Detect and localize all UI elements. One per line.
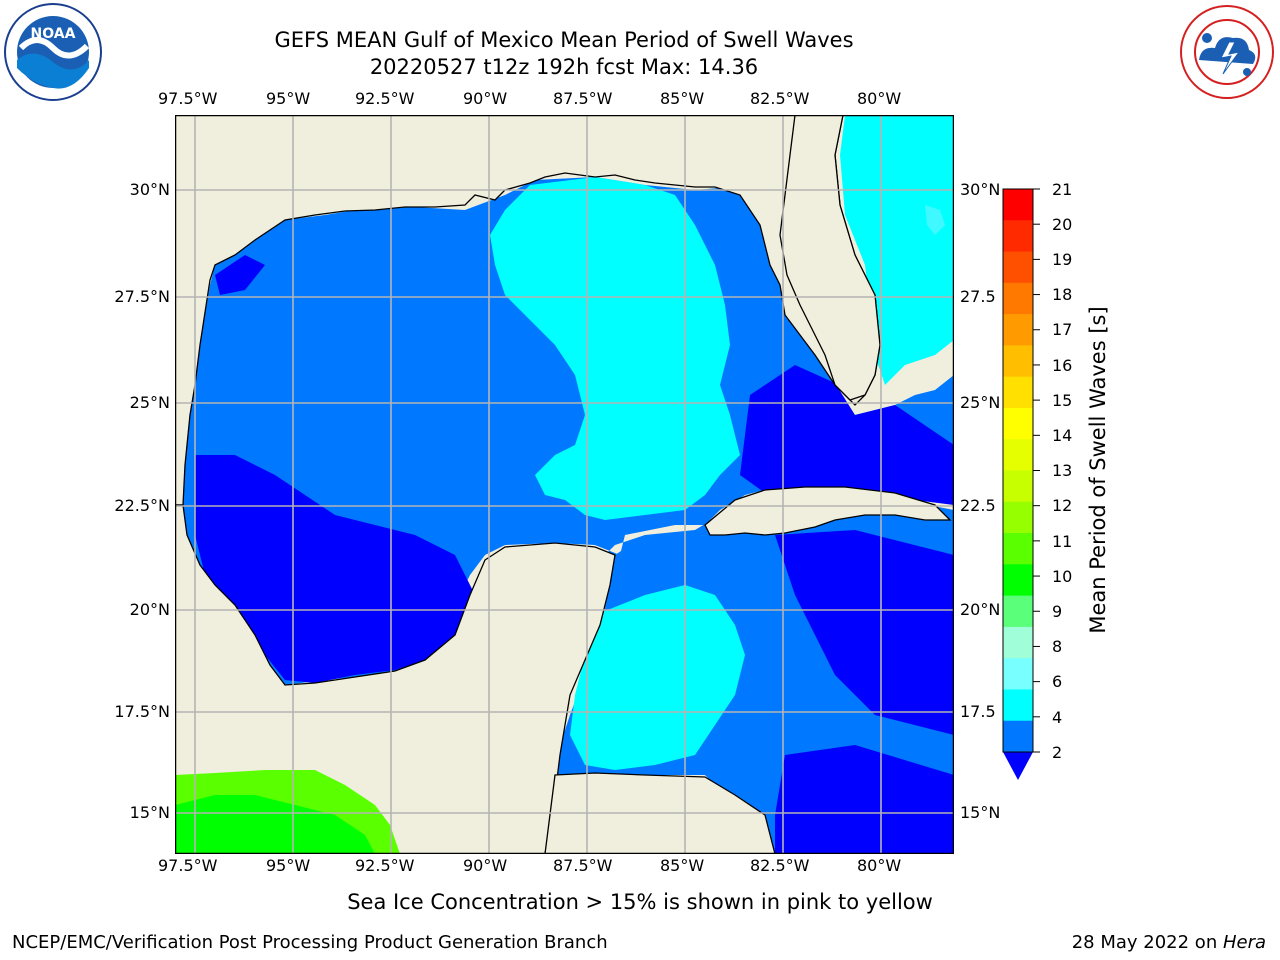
lat-tick-left: 20°N — [129, 600, 170, 619]
deep-water-west — [195, 455, 475, 683]
colorbar-tick: 11 — [1052, 532, 1073, 551]
lon-tick-bottom: 87.5°W — [553, 856, 613, 875]
cyan-central — [490, 177, 740, 520]
colorbar-tick: 6 — [1052, 672, 1063, 691]
lon-tick-bottom: 90°W — [463, 856, 508, 875]
lon-tick-top: 97.5°W — [158, 89, 218, 108]
deep-water-caribbean — [775, 530, 954, 735]
colorbar-band — [1003, 407, 1033, 440]
svg-text:NOAA: NOAA — [31, 26, 76, 42]
lon-tick-bottom: 97.5°W — [158, 856, 218, 875]
lat-tick-left: 15°N — [129, 803, 170, 822]
florida-peninsula — [779, 115, 881, 401]
lat-tick-right: 22.5 — [960, 496, 996, 515]
lat-tick-right: 27.5 — [960, 287, 996, 306]
colorbar-band — [1003, 658, 1033, 690]
mexico-land — [175, 504, 616, 854]
colorbar-band — [1003, 376, 1033, 409]
map-subtitle: 20220527 t12z 192h fcst Max: 14.36 — [369, 55, 759, 79]
colorbar-band — [1003, 220, 1033, 253]
lat-tick-right: 17.5 — [960, 702, 996, 721]
colorbar-band — [1003, 251, 1033, 284]
colorbar-tick: 15 — [1052, 391, 1073, 410]
colorbar-tick: 4 — [1052, 708, 1063, 727]
colorbar-band — [1003, 345, 1033, 378]
colorbar — [1002, 188, 1040, 780]
lon-tick-top: 82.5°W — [750, 89, 810, 108]
colorbar-tick: 9 — [1052, 602, 1063, 621]
footer-date: 28 May 2022 on Hera — [1071, 932, 1266, 953]
colorbar-band — [1003, 689, 1033, 722]
lon-tick-bottom: 85°W — [660, 856, 705, 875]
lat-tick-left: 30°N — [129, 180, 170, 199]
colorbar-tick: 19 — [1052, 250, 1073, 269]
colorbar-tick: 16 — [1052, 356, 1073, 375]
sea-ice-note: Sea Ice Concentration > 15% is shown in … — [347, 890, 933, 914]
deep-water-nw — [215, 255, 265, 295]
cyan-caribbean — [570, 585, 745, 770]
deep-water-east — [740, 365, 954, 505]
colorbar-tick: 10 — [1052, 567, 1073, 586]
map-frame — [175, 115, 954, 854]
colorbar-tick: 17 — [1052, 320, 1073, 339]
lon-tick-top: 80°W — [857, 89, 902, 108]
noaa-logo-icon: NOAA — [3, 2, 103, 102]
green-bright-region — [175, 795, 375, 854]
footer-host: Hera — [1222, 932, 1266, 953]
colorbar-tick: 21 — [1052, 180, 1073, 199]
gulf-map — [175, 115, 954, 854]
colorbar-band — [1003, 314, 1033, 346]
colorbar-extend — [1003, 752, 1033, 780]
lon-tick-top: 90°W — [463, 89, 508, 108]
colorbar-tick: 14 — [1052, 426, 1073, 445]
lon-tick-bottom: 92.5°W — [355, 856, 415, 875]
deep-water-south — [775, 745, 954, 854]
colorbar-band — [1003, 189, 1033, 221]
colorbar-tick: 12 — [1052, 496, 1073, 515]
colorbar-band — [1003, 564, 1033, 597]
lon-tick-top: 95°W — [266, 89, 311, 108]
cyan-nw-patch — [540, 195, 595, 235]
lon-tick-bottom: 80°W — [857, 856, 902, 875]
map-title: GEFS MEAN Gulf of Mexico Mean Period of … — [274, 28, 854, 52]
lat-tick-left: 25°N — [129, 393, 170, 412]
colorbar-band — [1003, 282, 1033, 315]
grid-lines — [175, 115, 954, 854]
lat-tick-left: 17.5°N — [114, 702, 170, 721]
cuba-island — [704, 486, 952, 536]
lon-tick-top: 87.5°W — [553, 89, 613, 108]
colorbar-tick: 20 — [1052, 215, 1073, 234]
lon-tick-top: 85°W — [660, 89, 705, 108]
lat-tick-right: 25°N — [960, 393, 1001, 412]
lat-tick-right: 15°N — [960, 803, 1001, 822]
colorbar-band — [1003, 501, 1033, 534]
footer-credit: NCEP/EMC/Verification Post Processing Pr… — [12, 932, 608, 953]
lon-tick-top: 92.5°W — [355, 89, 415, 108]
colorbar-band — [1003, 626, 1033, 659]
colorbar-tick: 13 — [1052, 461, 1073, 480]
colorbar-band — [1003, 595, 1033, 628]
lon-tick-bottom: 82.5°W — [750, 856, 810, 875]
cyan-atlantic — [840, 115, 954, 385]
colorbar-tick: 18 — [1052, 285, 1073, 304]
lat-tick-right: 20°N — [960, 600, 1001, 619]
lon-tick-bottom: 95°W — [266, 856, 311, 875]
colorbar-band — [1003, 439, 1033, 471]
colorbar-tick: 8 — [1052, 637, 1063, 656]
light-cyan-atlantic — [925, 205, 945, 235]
lat-tick-right: 30°N — [960, 180, 1001, 199]
nws-logo-icon — [1177, 2, 1277, 102]
colorbar-band — [1003, 720, 1033, 753]
colorbar-band — [1003, 533, 1033, 565]
lat-tick-left: 27.5°N — [114, 287, 170, 306]
lat-tick-left: 22.5°N — [114, 496, 170, 515]
colorbar-tick: 2 — [1052, 743, 1063, 762]
colorbar-band — [1003, 470, 1033, 503]
